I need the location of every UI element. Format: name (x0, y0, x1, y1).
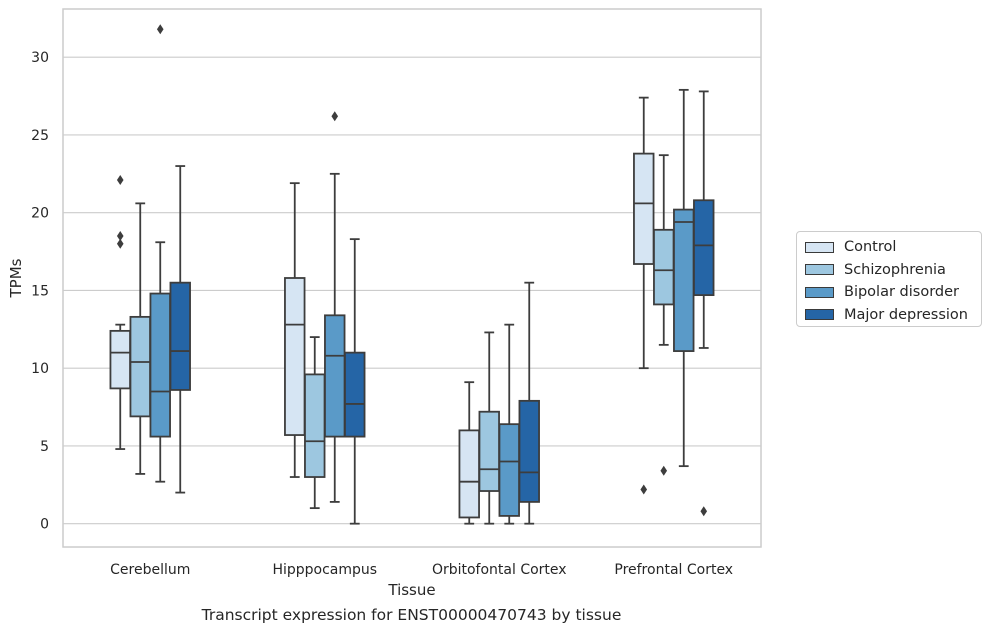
box-schizophrenia (653, 228, 675, 306)
x-tick-label: Hipppocampus (272, 562, 377, 578)
y-tick-label: 10 (31, 361, 49, 377)
box-control (109, 329, 131, 390)
legend-label: Bipolar disorder (844, 284, 959, 301)
legend-item-control: Control (805, 236, 973, 259)
legend-label: Major depression (844, 306, 968, 323)
legend-item-schizophrenia: Schizophrenia (805, 259, 973, 282)
x-tick-label: Prefrontal Cortex (614, 562, 733, 578)
plot-frame (62, 8, 762, 548)
outlier-point (116, 231, 124, 242)
legend-swatch (805, 286, 834, 298)
legend-swatch (805, 241, 834, 253)
y-tick-label: 15 (31, 283, 49, 299)
box-schizophrenia (478, 410, 500, 492)
box-bipolar-disorder (498, 423, 520, 517)
legend: Control Schizophrenia Bipolar disorder Majo… (796, 231, 982, 327)
outlier-point (156, 24, 164, 35)
outlier-point (660, 465, 668, 476)
x-tick-label: Orbitofontal Cortex (432, 562, 567, 578)
box-major-depression (693, 199, 715, 297)
x-axis-label: Tissue (387, 581, 435, 599)
box-control (458, 429, 480, 519)
box-bipolar-disorder (149, 292, 171, 438)
outlier-point (700, 506, 708, 517)
outlier-point (331, 111, 339, 122)
x-tick-label: Cerebellum (110, 562, 190, 578)
box-schizophrenia (304, 373, 326, 478)
box-bipolar-disorder (673, 208, 695, 352)
chart-caption: Transcript expression for ENST0000047074… (201, 606, 622, 624)
y-tick-label: 0 (40, 517, 49, 533)
y-axis-label: TPMs (7, 258, 25, 298)
box-control (284, 277, 306, 436)
box-major-depression (344, 351, 366, 438)
legend-item-major-depression: Major depression (805, 304, 973, 327)
legend-label: Control (844, 239, 897, 256)
box-bipolar-disorder (324, 314, 346, 438)
outlier-point (116, 175, 124, 186)
legend-swatch (805, 264, 834, 276)
y-tick-label: 5 (40, 439, 49, 455)
legend-label: Schizophrenia (844, 261, 946, 278)
legend-item-bipolar-disorder: Bipolar disorder (805, 281, 973, 304)
y-tick-label: 20 (31, 206, 49, 222)
legend-swatch (805, 309, 834, 321)
y-tick-label: 25 (31, 128, 49, 144)
box-major-depression (169, 281, 191, 391)
box-major-depression (518, 399, 540, 503)
outlier-point (116, 238, 124, 249)
box-control (633, 152, 655, 265)
y-tick-label: 30 (31, 50, 49, 66)
outlier-point (640, 484, 648, 495)
box-schizophrenia (129, 315, 151, 418)
